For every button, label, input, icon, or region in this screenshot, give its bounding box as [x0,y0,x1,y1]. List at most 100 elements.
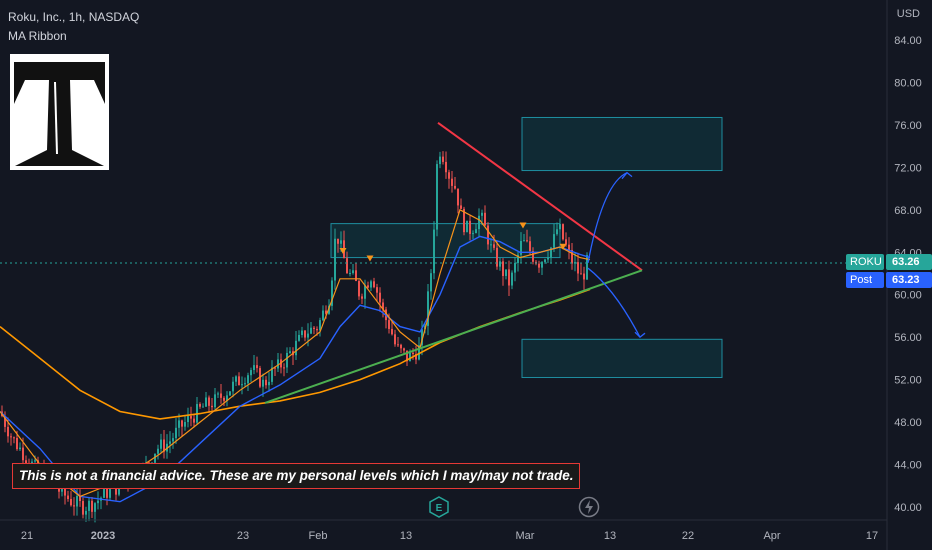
candle-body [481,212,483,216]
candle-body [226,395,228,401]
candle-body [397,344,399,346]
candle-body [391,328,393,335]
candle-body [274,367,276,369]
candle-body [448,172,450,179]
candle-body [169,441,171,444]
candle-body [241,384,243,386]
candle-body [250,370,252,376]
candle-body [223,397,225,401]
candle-body [79,495,81,502]
price-tick-label: 84.00 [894,35,922,47]
candle-body [367,285,369,288]
candle-body [325,310,327,314]
price-tick-label: 40.00 [894,502,922,514]
candle-body [436,164,438,230]
candle-body [370,281,372,288]
candle-body [184,422,186,427]
candle-body [67,495,69,499]
candle-body [544,259,546,263]
earnings-icon[interactable]: E [428,496,450,518]
currency-label[interactable]: USD [896,8,920,20]
disclaimer-banner: This is not a financial advice. These ar… [12,463,581,489]
candle-body [394,334,396,345]
candle-body [361,296,363,299]
time-tick-label: 13 [604,530,616,542]
candle-body [346,258,348,274]
candle-body [445,161,447,173]
candle-body [202,406,204,408]
candle-body [373,281,375,288]
candle-body [172,438,174,442]
arrow-down-head [634,331,646,339]
candle-body [541,262,543,268]
price-tick-label: 44.00 [894,460,922,472]
author-logo [10,54,109,170]
candle-body [379,292,381,303]
symbol-price-tag: 63.26 [886,254,932,270]
candle-body [583,273,585,280]
candle-body [58,488,60,492]
price-tick-label: 52.00 [894,375,922,387]
candle-body [340,240,342,244]
candle-body [106,487,108,498]
candle-body [565,239,567,245]
arrow-up-head [621,171,633,180]
candle-body [253,365,255,371]
candle-body [70,498,72,506]
candle-body [193,418,195,423]
time-tick-label: Feb [309,530,328,542]
candle-body [571,250,573,264]
candle-body [586,255,588,280]
candle-body [319,320,321,331]
time-axis: 21 2023 23 Feb 13 Mar 13 22 Apr 17 [21,530,878,542]
candle-body [457,188,459,206]
candle-body [469,220,471,234]
time-tick-label: 17 [866,530,878,542]
dividends-icon[interactable] [578,496,600,518]
time-tick-label: Apr [763,530,780,542]
candle-body [16,437,18,450]
resistance-trendline [437,121,643,272]
candle-body [403,348,405,351]
candle-body [472,233,474,235]
zones-layer [330,116,723,379]
candle-body [73,505,75,507]
candle-body [238,376,240,386]
candle-body [10,436,12,438]
signal-markers [339,222,567,262]
price-tick-label: 68.00 [894,205,922,217]
candle-body [364,285,366,299]
candle-body [25,460,27,464]
price-tick-label: 76.00 [894,120,922,132]
candle-body [532,251,534,262]
candle-body [94,503,96,512]
candle-body [82,501,84,515]
candle-body [355,270,357,282]
candle-body [235,376,237,382]
candle-body [400,344,402,349]
candle-body [376,287,378,293]
candle-body [298,334,300,341]
candle-body [277,359,279,369]
candle-body [313,327,315,329]
candle-body [88,500,90,511]
candle-body [160,439,162,449]
candle-body [244,383,246,385]
signal-marker [366,255,374,262]
logo-mark [14,62,105,166]
price-tick-label: 48.00 [894,417,922,429]
candle-body [523,240,525,242]
price-tick-label: 72.00 [894,162,922,174]
signal-marker [339,248,347,255]
price-tick-label: 60.00 [894,290,922,302]
indicator-label[interactable]: MA Ribbon [8,29,67,43]
candle-body [499,261,501,267]
candle-body [316,328,318,331]
candle-body [214,394,216,408]
candle-body [265,379,267,386]
bullish-projection [587,172,628,264]
candle-body [103,487,105,498]
candle-body [295,340,297,356]
candle-body [562,224,564,240]
